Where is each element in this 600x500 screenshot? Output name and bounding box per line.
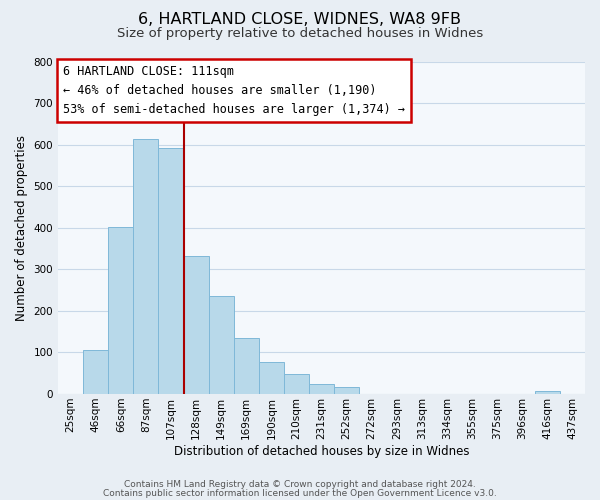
Bar [259,362,284,394]
Bar [108,226,133,394]
Y-axis label: Number of detached properties: Number of detached properties [15,135,28,321]
Bar [184,256,209,394]
Bar [209,296,233,394]
Bar [158,148,184,394]
Bar [284,374,309,394]
Text: Contains HM Land Registry data © Crown copyright and database right 2024.: Contains HM Land Registry data © Crown c… [124,480,476,489]
Bar [309,384,334,394]
X-axis label: Distribution of detached houses by size in Widnes: Distribution of detached houses by size … [174,444,469,458]
Text: Contains public sector information licensed under the Open Government Licence v3: Contains public sector information licen… [103,488,497,498]
Bar [83,350,108,394]
Bar [334,388,359,394]
Bar [535,390,560,394]
Bar [233,338,259,394]
Text: 6 HARTLAND CLOSE: 111sqm
← 46% of detached houses are smaller (1,190)
53% of sem: 6 HARTLAND CLOSE: 111sqm ← 46% of detach… [64,65,406,116]
Text: 6, HARTLAND CLOSE, WIDNES, WA8 9FB: 6, HARTLAND CLOSE, WIDNES, WA8 9FB [139,12,461,28]
Bar [133,139,158,394]
Text: Size of property relative to detached houses in Widnes: Size of property relative to detached ho… [117,28,483,40]
